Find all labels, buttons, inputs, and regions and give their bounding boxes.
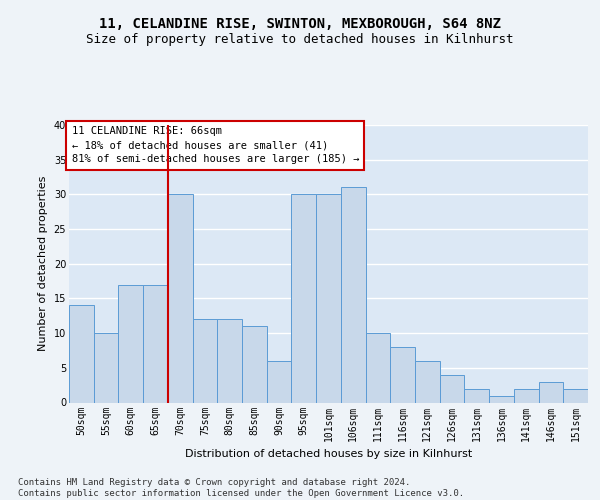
Text: Size of property relative to detached houses in Kilnhurst: Size of property relative to detached ho… <box>86 32 514 46</box>
Bar <box>69 306 94 402</box>
Bar <box>118 284 143 403</box>
Bar <box>292 194 316 402</box>
X-axis label: Distribution of detached houses by size in Kilnhurst: Distribution of detached houses by size … <box>185 449 472 459</box>
Bar <box>514 388 539 402</box>
Text: 11, CELANDINE RISE, SWINTON, MEXBOROUGH, S64 8NZ: 11, CELANDINE RISE, SWINTON, MEXBOROUGH,… <box>99 18 501 32</box>
Bar <box>415 361 440 403</box>
Bar <box>365 333 390 402</box>
Bar <box>563 388 588 402</box>
Bar <box>539 382 563 402</box>
Bar <box>143 284 168 403</box>
Bar <box>168 194 193 402</box>
Bar <box>440 375 464 402</box>
Text: 11 CELANDINE RISE: 66sqm
← 18% of detached houses are smaller (41)
81% of semi-d: 11 CELANDINE RISE: 66sqm ← 18% of detach… <box>71 126 359 164</box>
Bar <box>242 326 267 402</box>
Bar <box>390 347 415 403</box>
Bar <box>341 188 365 402</box>
Bar <box>316 194 341 402</box>
Bar <box>267 361 292 403</box>
Bar <box>489 396 514 402</box>
Bar <box>193 320 217 402</box>
Bar <box>94 333 118 402</box>
Text: Contains HM Land Registry data © Crown copyright and database right 2024.
Contai: Contains HM Land Registry data © Crown c… <box>18 478 464 498</box>
Y-axis label: Number of detached properties: Number of detached properties <box>38 176 48 352</box>
Bar <box>217 320 242 402</box>
Bar <box>464 388 489 402</box>
